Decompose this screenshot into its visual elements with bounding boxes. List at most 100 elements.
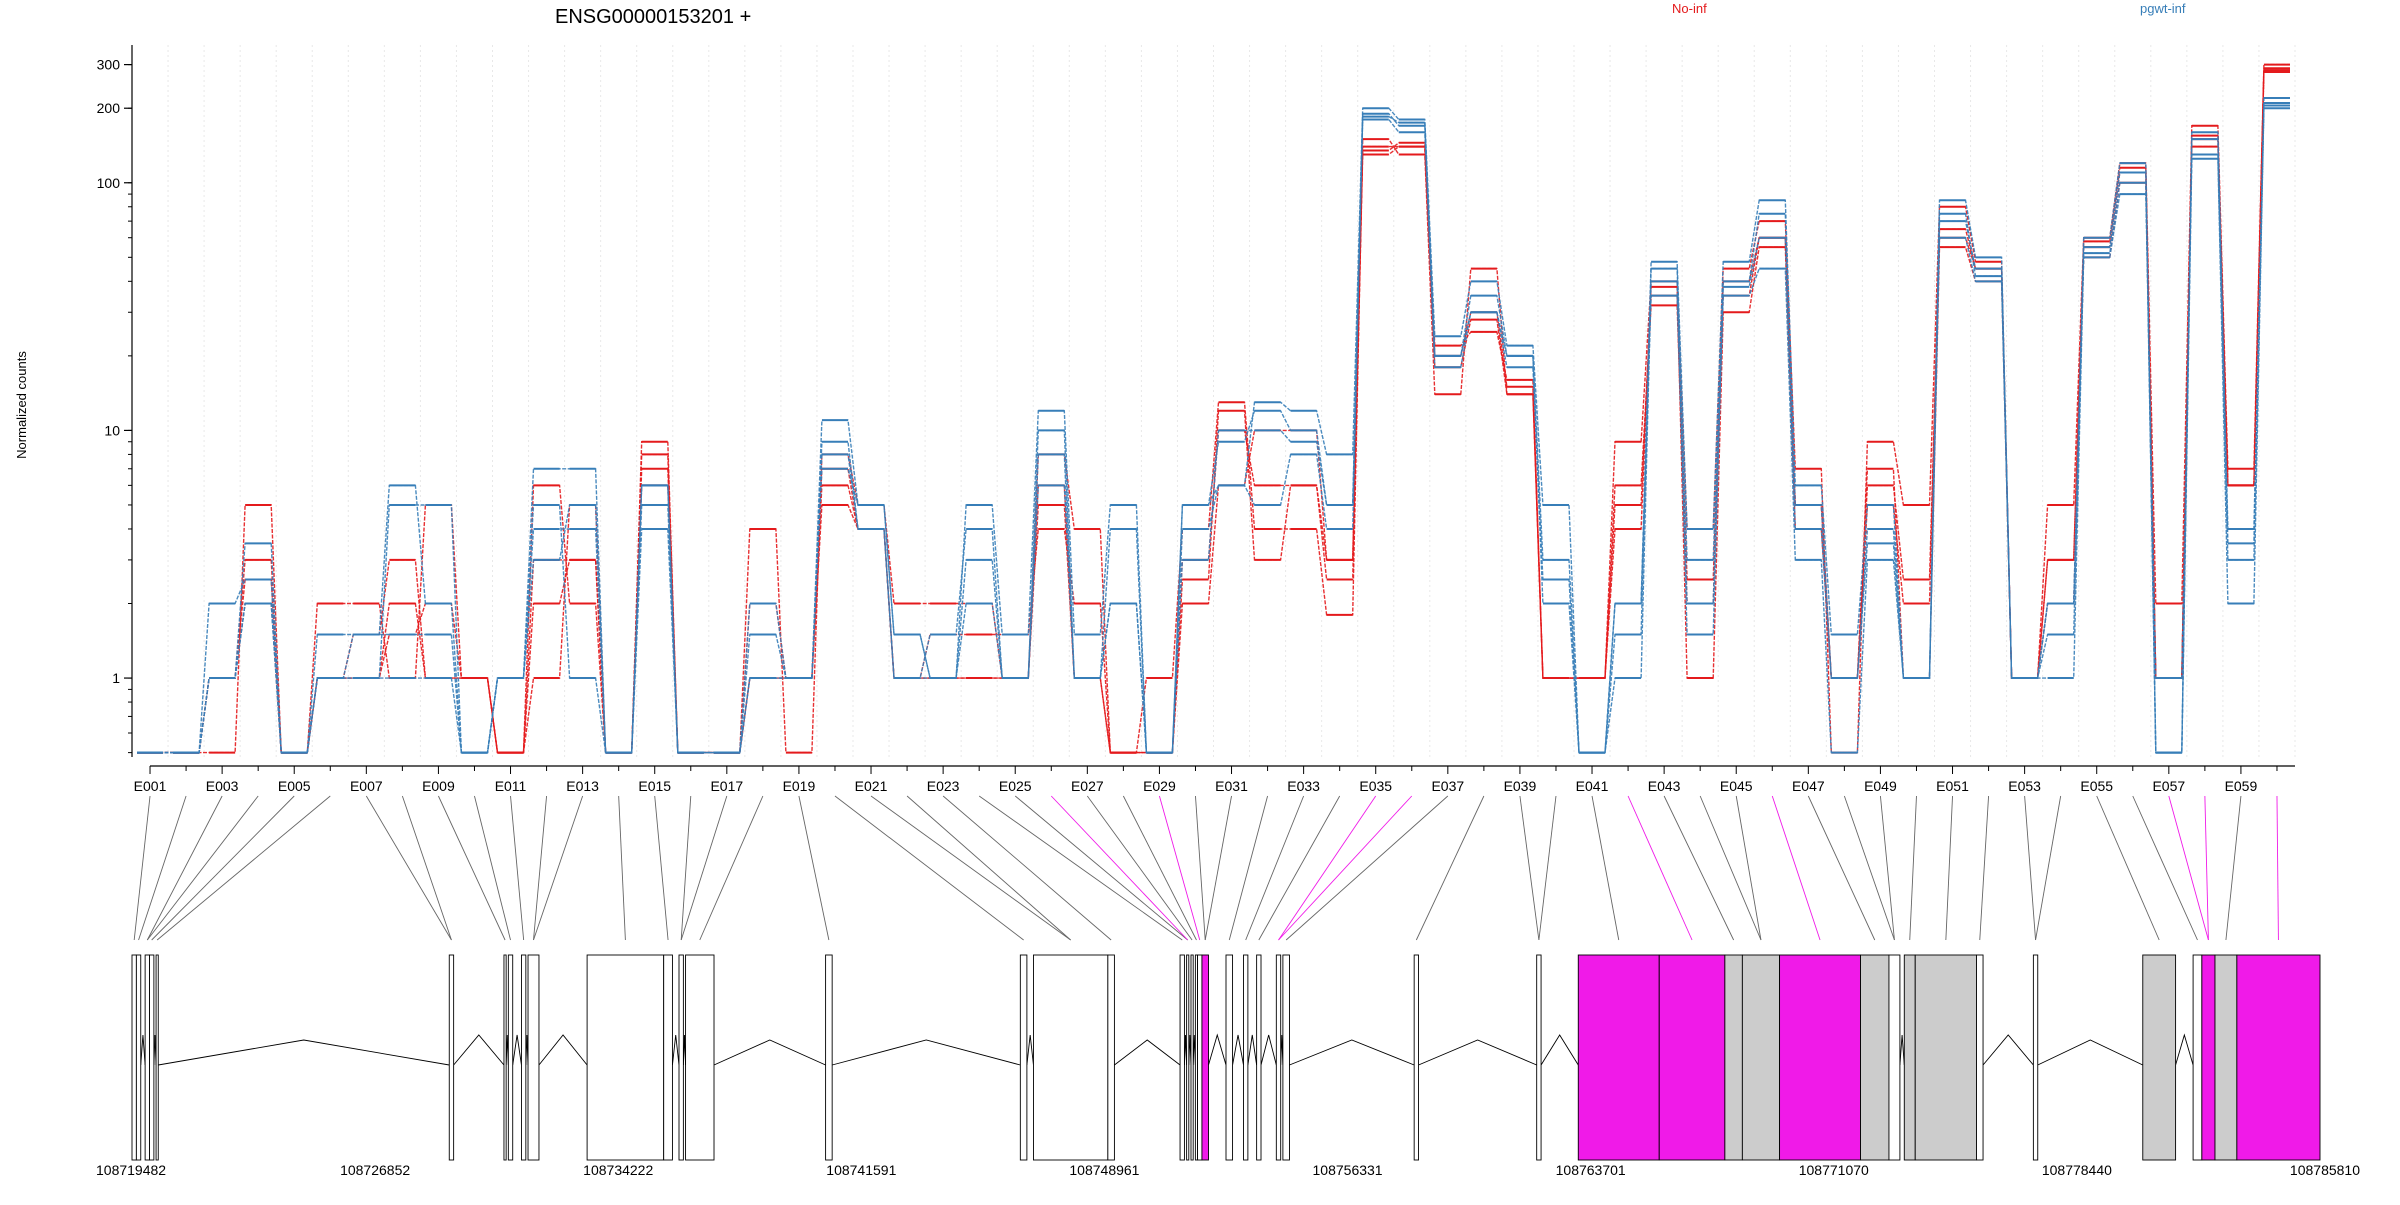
genomic-coordinate-label: 108763701	[1556, 1162, 1626, 1178]
exon-connector	[2035, 795, 2062, 941]
exon-box	[1186, 954, 1190, 1161]
exon-connector	[438, 795, 506, 941]
exon-box	[1658, 954, 1726, 1161]
genomic-coordinate-label: 108734222	[583, 1162, 653, 1178]
exon-connector	[1285, 795, 1449, 941]
series-line-no-inf	[137, 63, 2290, 754]
x-tick-label: E047	[1792, 778, 1825, 794]
y-tick-label: 1	[112, 670, 120, 686]
x-tick-label: E017	[710, 778, 743, 794]
x-tick-label: E043	[1648, 778, 1681, 794]
exon-connector	[533, 795, 584, 941]
exon-box	[1107, 954, 1115, 1161]
y-tick-label: 300	[97, 57, 121, 73]
exon-connector	[2276, 795, 2279, 941]
exon-box	[1243, 954, 1249, 1161]
exon-connector	[1158, 795, 1201, 941]
exon-box	[1033, 954, 1109, 1161]
exon-connector	[2132, 795, 2198, 941]
gene-model	[131, 954, 2321, 1161]
exon-box	[527, 954, 540, 1161]
exon-box	[507, 954, 514, 1161]
exon-connector	[2225, 795, 2242, 941]
exon-connector	[533, 795, 548, 941]
intron-chevron	[1208, 1033, 1227, 1066]
exon-connector	[151, 795, 295, 941]
exon-box	[1019, 954, 1028, 1161]
exon-connector	[365, 795, 452, 941]
exon-box	[503, 954, 507, 1161]
exon-connector	[1735, 795, 1762, 941]
exon-connector	[1086, 795, 1193, 941]
exon-box	[1779, 954, 1861, 1161]
exon-box	[144, 954, 150, 1161]
exon-connector	[1195, 795, 1206, 941]
intron-chevron	[1982, 1034, 2034, 1066]
exon-connector	[1807, 795, 1876, 941]
exon-box	[825, 954, 833, 1161]
grid-lines	[131, 45, 2296, 757]
exon-connector	[1771, 795, 1821, 941]
exon-connector	[1909, 795, 1917, 941]
intron-chevron	[538, 1034, 588, 1066]
exon-connector	[1204, 795, 1232, 941]
exon-connector	[798, 795, 830, 941]
exon-box	[1197, 954, 1203, 1161]
genomic-coordinate-label: 108771070	[1799, 1162, 1869, 1178]
intron-chevron	[140, 1034, 146, 1066]
x-tick-label: E055	[2080, 778, 2113, 794]
intron-chevron	[1232, 1034, 1244, 1066]
intron-chevron	[1114, 1039, 1181, 1066]
x-tick-label: E007	[350, 778, 383, 794]
exon-connector	[1519, 795, 1540, 941]
exon-connector	[680, 795, 728, 941]
genomic-coordinate-label: 108741591	[826, 1162, 896, 1178]
genomic-coordinate-label: 108778440	[2042, 1162, 2112, 1178]
exon-connector	[1050, 795, 1189, 941]
exon-connector	[870, 795, 1071, 941]
x-tick-label: E029	[1143, 778, 1176, 794]
genomic-coordinate-label: 108719482	[96, 1162, 166, 1178]
exon-connector	[1591, 795, 1620, 941]
genomic-coordinate-label: 108785810	[2290, 1162, 2360, 1178]
y-tick-label: 100	[97, 175, 121, 191]
intron-chevron	[1899, 1034, 1905, 1066]
exon-connector	[1979, 795, 1990, 941]
exon-box	[149, 954, 155, 1161]
series-line-pgwt-inf	[137, 104, 2290, 754]
x-tick-label: E053	[2008, 778, 2041, 794]
x-tick-label: E057	[2152, 778, 2185, 794]
exon-connector	[1245, 795, 1305, 941]
exon-connector	[1258, 795, 1341, 941]
exon-connector	[2204, 795, 2209, 941]
exon-box	[2142, 954, 2177, 1161]
exon-connector	[401, 795, 452, 941]
exon-connector	[1014, 795, 1188, 941]
x-tick-label: E021	[855, 778, 888, 794]
exon-connector	[1699, 795, 1762, 941]
exon-connector	[1663, 795, 1735, 941]
exon-box	[1914, 954, 1977, 1161]
intron-chevron	[671, 1034, 680, 1066]
exon-connector	[2024, 795, 2037, 941]
intron-chevron	[1247, 1034, 1258, 1066]
x-tick-label: E001	[134, 778, 167, 794]
exon-box	[1413, 954, 1419, 1161]
exon-box	[131, 954, 137, 1161]
x-tick-label: E051	[1936, 778, 1969, 794]
x-tick-label: E033	[1287, 778, 1320, 794]
exon-connector	[1945, 795, 1953, 941]
intron-chevron	[1289, 1039, 1415, 1066]
exon-box	[2192, 954, 2203, 1161]
exon-connector	[1538, 795, 1557, 941]
exon-box	[155, 954, 159, 1161]
x-tick-label: E009	[422, 778, 455, 794]
legend-label-no-inf: No-inf	[1672, 1, 1707, 16]
exon-connector	[156, 795, 331, 941]
axes: 300 200 100 10 1	[97, 45, 2295, 767]
x-tick-label: E019	[783, 778, 816, 794]
exon-connector	[1843, 795, 1895, 941]
chart-title: ENSG00000153201 +	[555, 6, 751, 28]
exon-box	[521, 954, 527, 1161]
